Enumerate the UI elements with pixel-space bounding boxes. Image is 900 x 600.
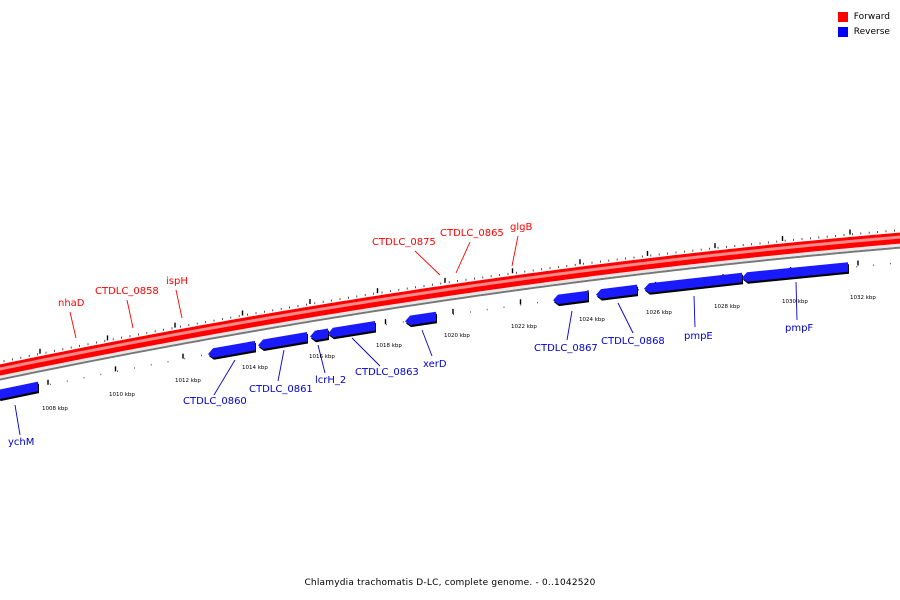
gene-label-reverse[interactable]: ychM bbox=[8, 437, 34, 448]
gene-label-reverse[interactable]: pmpF bbox=[785, 323, 813, 334]
gene-label-reverse[interactable]: lcrH_2 bbox=[315, 375, 346, 386]
legend-swatch-reverse bbox=[837, 26, 848, 37]
axis-tick-label: 1026 kbp bbox=[646, 310, 672, 316]
reverse-gene-arrow[interactable] bbox=[742, 262, 848, 282]
forward-label-connector bbox=[455, 241, 471, 274]
axis-tick-label: 1022 kbp bbox=[511, 324, 537, 330]
backbone-inner bbox=[0, 243, 900, 379]
reverse-gene-arrow[interactable] bbox=[405, 311, 436, 326]
reverse-label-connector bbox=[277, 349, 285, 382]
axis-tick-label: 1012 kbp bbox=[175, 378, 201, 384]
reverse-label-connector bbox=[351, 337, 381, 367]
backbone-shadow bbox=[0, 246, 900, 381]
legend-label-reverse: Reverse bbox=[853, 26, 890, 37]
reverse-gene-arrow[interactable] bbox=[328, 321, 375, 338]
reverse-label-connector bbox=[421, 329, 433, 357]
label-lines bbox=[14, 235, 798, 436]
axis-tick-label: 1030 kbp bbox=[782, 299, 808, 305]
gene-label-reverse[interactable]: CTDLC_0863 bbox=[355, 367, 419, 378]
genome-title: Chlamydia trachomatis D-LC, complete gen… bbox=[304, 578, 596, 588]
gene-label-forward[interactable]: CTDLC_0875 bbox=[372, 237, 436, 248]
reverse-genes bbox=[0, 262, 849, 402]
legend-item-forward[interactable]: Forward bbox=[837, 9, 890, 24]
gene-label-forward[interactable]: CTDLC_0865 bbox=[440, 228, 504, 239]
gene-label-reverse[interactable]: CTDLC_0860 bbox=[183, 396, 247, 407]
reverse-label-connector bbox=[795, 281, 798, 321]
forward-label-connector bbox=[175, 289, 183, 319]
legend-swatch-forward bbox=[837, 11, 848, 22]
forward-label-connector bbox=[69, 311, 77, 339]
gene-label-reverse[interactable]: CTDLC_0861 bbox=[249, 384, 313, 395]
reverse-label-connector bbox=[693, 295, 696, 328]
reverse-label-connector bbox=[213, 359, 236, 396]
reverse-label-connector bbox=[14, 404, 21, 436]
gene-label-reverse[interactable]: pmpE bbox=[684, 331, 713, 342]
gene-label-reverse[interactable]: xerD bbox=[423, 359, 447, 370]
forward-label-connector bbox=[511, 235, 519, 267]
forward-label-connector bbox=[126, 299, 134, 329]
legend-label-forward: Forward bbox=[853, 11, 890, 22]
forward-strand-highlight bbox=[0, 235, 900, 371]
forward-gene-labels: nhaD CTDLC_0858 ispH CTDLC_0875 CTDLC_08… bbox=[58, 222, 532, 309]
gene-label-forward[interactable]: ispH bbox=[166, 276, 188, 287]
reverse-gene-labels: ychM CTDLC_0860 CTDLC_0861 lcrH_2 CTDLC_… bbox=[8, 323, 813, 448]
gene-label-forward[interactable]: nhaD bbox=[58, 298, 85, 309]
axis-tick-label: 1028 kbp bbox=[714, 304, 740, 310]
axis-tick-label: 1018 kbp bbox=[376, 343, 402, 349]
reverse-gene-arrow[interactable] bbox=[644, 272, 742, 293]
reverse-gene-arrow[interactable] bbox=[0, 381, 38, 400]
reverse-gene-arrow[interactable] bbox=[258, 332, 307, 349]
reverse-gene-arrow[interactable] bbox=[208, 340, 255, 358]
axis-tick-labels: 1008 kbp 1010 kbp 1012 kbp 1014 kbp 1016… bbox=[42, 295, 876, 412]
axis-tick-label: 1016 kbp bbox=[309, 354, 335, 360]
axis-tick-label: 1020 kbp bbox=[444, 333, 470, 339]
axis-tick-label: 1008 kbp bbox=[42, 406, 68, 412]
reverse-label-connector bbox=[617, 302, 634, 334]
legend-item-reverse[interactable]: Reverse bbox=[837, 24, 890, 39]
reverse-label-connector bbox=[317, 344, 326, 374]
reverse-gene-arrow[interactable] bbox=[310, 328, 328, 341]
axis-tick-label: 1014 kbp bbox=[242, 365, 268, 371]
gene-label-reverse[interactable]: CTDLC_0868 bbox=[601, 336, 665, 347]
gene-label-reverse[interactable]: CTDLC_0867 bbox=[534, 343, 598, 354]
reverse-label-connector bbox=[566, 310, 573, 341]
axis-tick-label: 1024 kbp bbox=[579, 317, 605, 323]
reverse-gene-arrow[interactable] bbox=[596, 284, 637, 299]
axis-tick-label: 1010 kbp bbox=[109, 392, 135, 398]
axis-tick-label: 1032 kbp bbox=[850, 295, 876, 301]
reverse-gene-arrow[interactable] bbox=[553, 290, 588, 305]
gene-label-forward[interactable]: glgB bbox=[510, 222, 532, 233]
gene-label-forward[interactable]: CTDLC_0858 bbox=[95, 286, 159, 297]
forward-label-connector bbox=[414, 250, 441, 276]
legend: Forward Reverse bbox=[837, 9, 890, 39]
